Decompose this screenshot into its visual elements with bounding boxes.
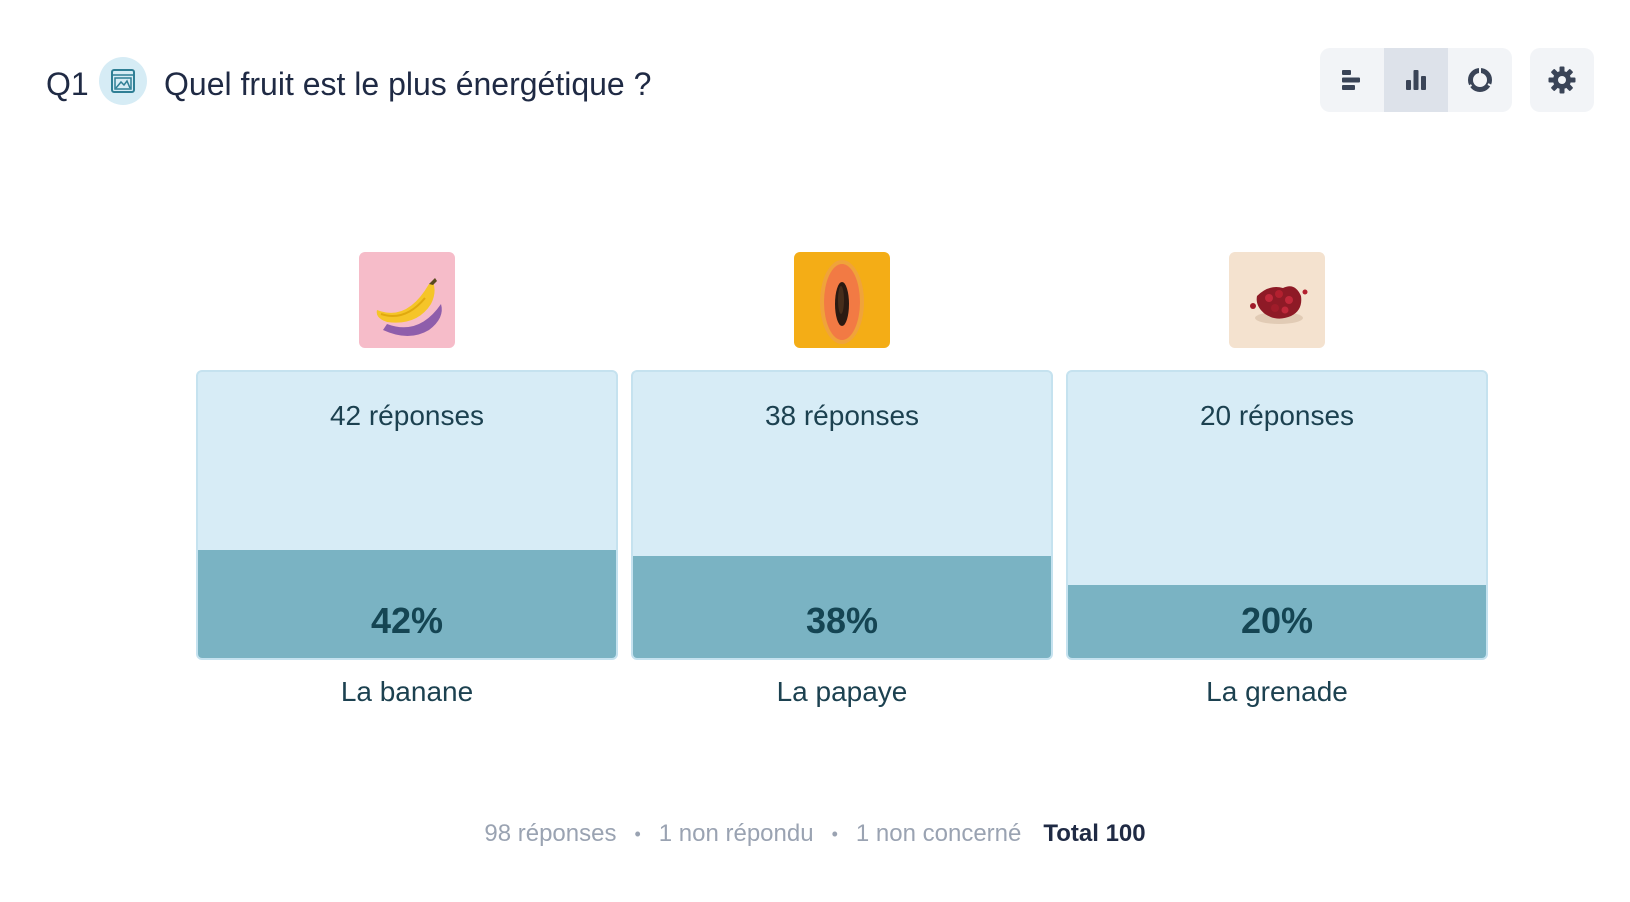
horizontal-bar-chart-icon <box>1342 70 1360 90</box>
image-icon <box>99 57 147 105</box>
bar-fill <box>633 556 1051 658</box>
bar-1[interactable]: 42 réponses 42% <box>196 370 618 660</box>
unanswered-count: 1 non répondu <box>658 820 814 847</box>
bar-response-count: 38 réponses <box>764 400 920 431</box>
gear-icon <box>1548 66 1576 94</box>
category-label: La papaye <box>776 676 908 707</box>
chart-view-toggle <box>1320 48 1512 112</box>
banana-image <box>359 252 455 348</box>
response-summary: 98 réponses • 1 non répondu • 1 non conc… <box>0 820 1630 848</box>
vertical-bar-view-button[interactable] <box>1384 48 1448 112</box>
bar-response-count: 20 réponses <box>1199 400 1355 431</box>
category-label: La banane <box>340 676 474 707</box>
not-concerned-count: 1 non concerné <box>855 820 1022 847</box>
bar-fill <box>1068 585 1486 658</box>
bar-percentage: 38% <box>805 600 879 641</box>
question-number: Q1 <box>46 66 89 102</box>
vertical-bar-chart-icon <box>1406 70 1426 90</box>
pomegranate-image <box>1229 252 1325 348</box>
donut-chart-icon <box>1466 68 1493 92</box>
bar-response-count: 42 réponses <box>329 400 485 431</box>
question-title: Quel fruit est le plus énergétique ? <box>164 66 652 102</box>
category-label: La grenade <box>1206 676 1348 707</box>
total-count: Total 100 <box>1043 820 1146 847</box>
separator-dot: • <box>634 823 641 844</box>
bar-fill <box>198 550 616 658</box>
horizontal-bar-view-button[interactable] <box>1320 48 1384 112</box>
bar-2[interactable]: 38 réponses 38% <box>631 370 1053 660</box>
donut-view-button[interactable] <box>1448 48 1512 112</box>
settings-button[interactable] <box>1530 48 1594 112</box>
bar-percentage: 20% <box>1240 600 1314 641</box>
bar-3[interactable]: 20 réponses 20% <box>1066 370 1488 660</box>
papaya-image <box>794 252 890 348</box>
separator-dot: • <box>831 823 838 844</box>
bar-percentage: 42% <box>370 600 444 641</box>
responses-count: 98 réponses <box>484 820 617 847</box>
